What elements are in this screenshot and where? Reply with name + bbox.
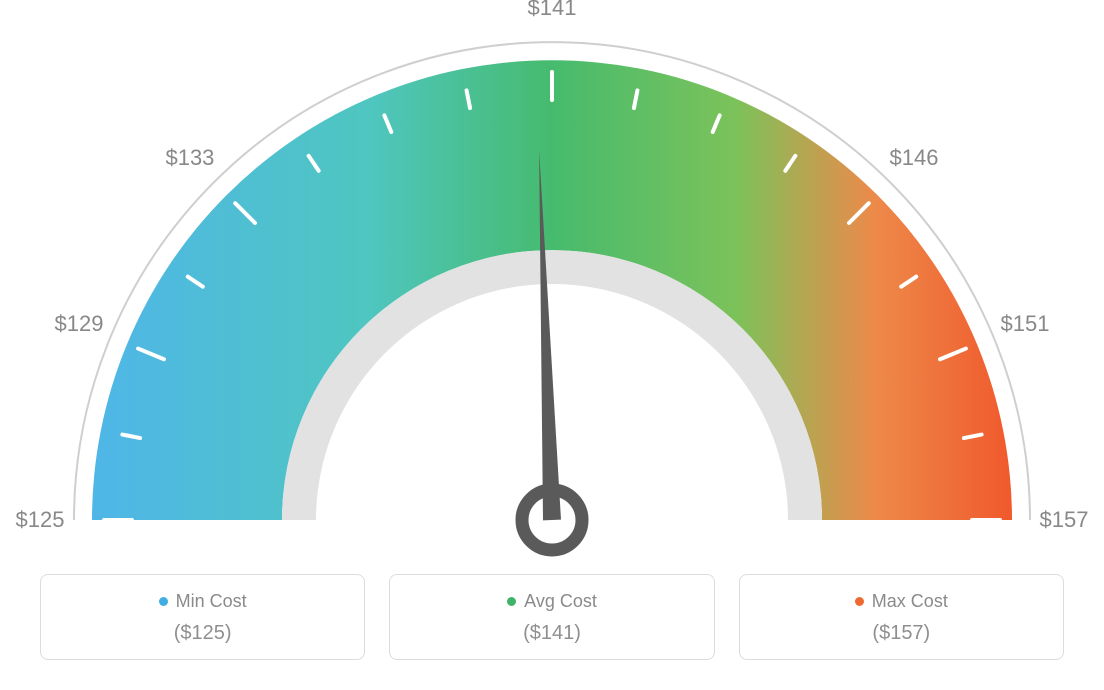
- dot-icon: [855, 597, 864, 606]
- dot-icon: [507, 597, 516, 606]
- gauge-tick-label: $141: [528, 0, 577, 21]
- legend-title-avg: Avg Cost: [507, 591, 597, 612]
- legend-title-text: Min Cost: [176, 591, 247, 612]
- legend-row: Min Cost ($125) Avg Cost ($141) Max Cost…: [40, 574, 1064, 660]
- gauge-tick-label: $151: [1001, 311, 1050, 337]
- dot-icon: [159, 597, 168, 606]
- legend-value-min: ($125): [53, 622, 352, 645]
- legend-title-text: Avg Cost: [524, 591, 597, 612]
- legend-title-text: Max Cost: [872, 591, 948, 612]
- legend-card-min: Min Cost ($125): [40, 574, 365, 660]
- cost-gauge-widget: $125 $129 $133 $141 $146 $151 $157 Min Cost ($…: [0, 0, 1104, 690]
- gauge-tick-label: $129: [54, 311, 103, 337]
- gauge-svg: [0, 0, 1104, 560]
- gauge-chart: $125 $129 $133 $141 $146 $151 $157: [0, 0, 1104, 560]
- legend-title-max: Max Cost: [855, 591, 948, 612]
- legend-title-min: Min Cost: [159, 591, 247, 612]
- gauge-tick-label: $146: [890, 145, 939, 171]
- gauge-tick-label: $133: [165, 145, 214, 171]
- legend-value-avg: ($141): [402, 622, 701, 645]
- legend-card-max: Max Cost ($157): [739, 574, 1064, 660]
- legend-card-avg: Avg Cost ($141): [389, 574, 714, 660]
- gauge-tick-label: $125: [16, 507, 65, 533]
- legend-value-max: ($157): [752, 622, 1051, 645]
- gauge-tick-label: $157: [1040, 507, 1089, 533]
